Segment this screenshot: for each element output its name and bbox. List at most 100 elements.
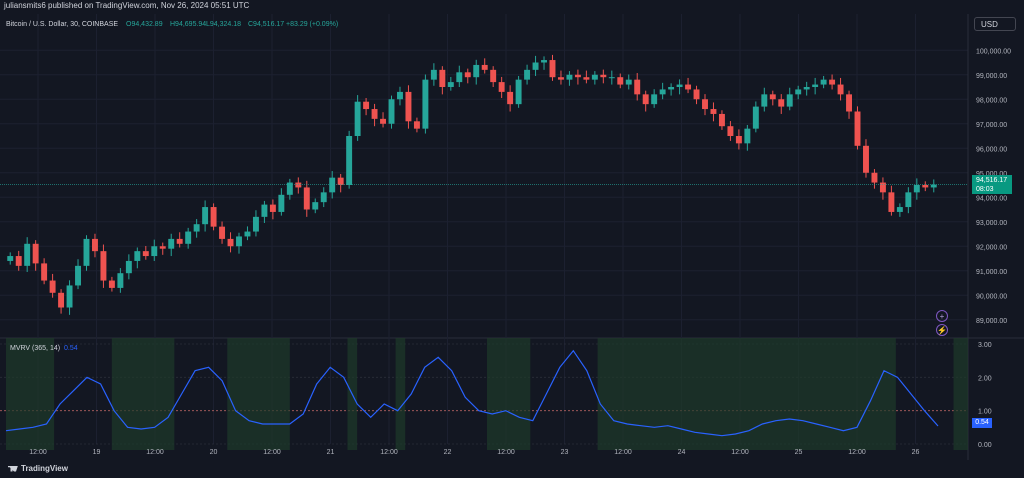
candle-body	[668, 87, 675, 90]
candle-body	[600, 74, 607, 78]
candle-body	[295, 182, 302, 188]
candle-body	[727, 126, 734, 136]
candle-body	[66, 285, 73, 308]
price-axis-label: 96,000.00	[976, 146, 1007, 153]
candle-body	[159, 246, 166, 249]
currency-button[interactable]: USD	[974, 17, 1016, 31]
time-axis-label: 12:00	[146, 449, 164, 456]
candle-body	[286, 182, 293, 195]
tradingview-logo-icon	[8, 465, 18, 472]
candle-body	[91, 238, 98, 252]
candle-body	[447, 82, 454, 87]
tradingview-logo-text: TradingView	[21, 464, 68, 473]
time-axis-label: 12:00	[497, 449, 515, 456]
candle-body	[405, 91, 412, 122]
candle-body	[532, 62, 539, 70]
candle-body	[651, 94, 658, 105]
candle-body	[642, 94, 649, 105]
price-axis-label: 92,000.00	[976, 244, 1007, 251]
candle-body	[32, 243, 39, 264]
candle-body	[625, 79, 632, 85]
candle-body	[227, 238, 234, 247]
price-axis-label: 93,000.00	[976, 220, 1007, 227]
candles	[0, 54, 968, 315]
last-price-tag: 94,516.17 08:03	[972, 175, 1012, 194]
candle-body	[583, 77, 590, 80]
published-text: juliansmits6 published on TradingView.co…	[4, 1, 250, 10]
indicator-bands	[6, 338, 968, 450]
indicator-band	[227, 338, 290, 450]
candle-body	[693, 89, 700, 100]
candle-body	[83, 238, 90, 266]
candle-body	[100, 251, 107, 281]
candle-body	[456, 72, 463, 83]
lightning-icon[interactable]: ⚡	[936, 324, 948, 336]
candle-body	[735, 136, 742, 144]
candle-body	[388, 99, 395, 124]
candle-body	[58, 292, 65, 308]
time-axis-label: 22	[444, 449, 452, 456]
time-axis-label: 12:00	[29, 449, 47, 456]
candle-body	[219, 226, 226, 239]
indicator-axis-label: 1.00	[978, 409, 992, 416]
candle-body	[846, 94, 853, 112]
price-axis-label: 99,000.00	[976, 73, 1007, 80]
candle-body	[922, 185, 929, 188]
candle-body	[820, 79, 827, 85]
candle-body	[761, 94, 768, 107]
candle-body	[524, 69, 531, 80]
candle-body	[142, 251, 149, 257]
candle-body	[269, 204, 276, 212]
price-axis-label: 89,000.00	[976, 318, 1007, 325]
candle-body	[193, 224, 200, 232]
candle-body	[473, 64, 480, 78]
price-axis-label: 100,000.00	[976, 48, 1011, 55]
candle-body	[829, 79, 836, 85]
candle-body	[337, 177, 344, 185]
price-axis-label: 91,000.00	[976, 269, 1007, 276]
tradingview-logo[interactable]: TradingView	[8, 464, 68, 473]
candle-body	[49, 280, 56, 293]
time-axis-label: 25	[795, 449, 803, 456]
time-axis: 12:00 19 12:00 20 12:00 21 12:00 22 12:00 23 12:00…	[29, 449, 919, 456]
indicator-band	[111, 338, 175, 450]
time-axis-label: 12:00	[380, 449, 398, 456]
candle-body	[769, 94, 776, 100]
candle-body	[718, 113, 725, 127]
price-axis-label: 97,000.00	[976, 122, 1007, 129]
candle-body	[498, 82, 505, 92]
candle-body	[863, 145, 869, 173]
add-plus-icon[interactable]: +	[936, 310, 948, 322]
last-price-value: 94,516.17	[976, 177, 1008, 184]
time-axis-label: 24	[678, 449, 686, 456]
candle-body	[854, 111, 861, 146]
time-axis-label: 12:00	[848, 449, 866, 456]
candle-body	[151, 246, 158, 257]
candle-body	[354, 101, 361, 136]
candle-body	[591, 74, 598, 80]
time-axis-label: 12:00	[731, 449, 749, 456]
candle-body	[108, 280, 115, 288]
candle-body	[786, 94, 793, 107]
chart-area[interactable]: 100,000.00 99,000.00 98,000.00 97,000.00 96,…	[0, 14, 1024, 460]
indicator-axis-label: 3.00	[978, 342, 992, 349]
ohlc-low: L94,324.18	[206, 21, 241, 28]
candle-body	[303, 187, 310, 210]
candle-body	[659, 89, 666, 95]
candle-body	[202, 207, 209, 225]
candle-body	[913, 185, 920, 193]
price-axis-label: 94,000.00	[976, 195, 1007, 202]
candle-body	[685, 84, 692, 90]
price-axis-label: 98,000.00	[976, 97, 1007, 104]
candle-body	[795, 89, 802, 95]
candle-body	[515, 79, 522, 105]
time-axis-label: 21	[327, 449, 335, 456]
candle-body	[380, 118, 387, 124]
price-axis-label: 95,000.00	[976, 171, 1007, 178]
candle-body	[346, 136, 353, 185]
candle-body	[244, 231, 251, 237]
candle-body	[507, 91, 514, 105]
indicator-name: MVRV (365, 14)	[10, 345, 60, 352]
candle-body	[549, 60, 556, 78]
candle-body	[710, 109, 717, 114]
